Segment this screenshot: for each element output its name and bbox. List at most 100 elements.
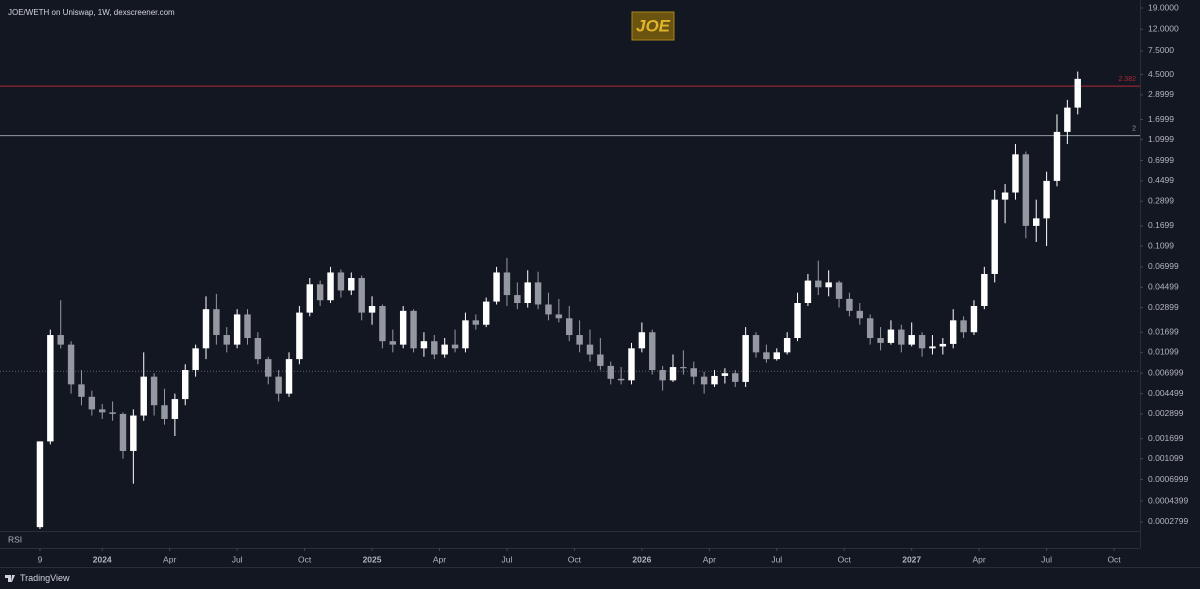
candle-body [524,282,531,304]
x-tick-label: Oct [838,554,852,564]
candle-body [711,375,718,385]
candle-body [36,441,44,528]
candle-body [431,341,438,355]
candle-body [887,329,895,343]
candle-body [368,305,376,313]
candle-body [960,320,967,333]
candle-body [1022,154,1030,226]
y-tick-label: 0.006999 [1148,367,1184,377]
x-tick-label: 9 [38,554,43,564]
y-tick-label: 0.04499 [1148,282,1179,292]
candle-body [628,348,635,381]
candle-body [327,272,334,301]
candle-body [898,329,905,345]
y-tick-label: 0.1099 [1148,240,1174,250]
candle-body [1012,154,1019,193]
y-tick-label: 2.8999 [1148,89,1174,99]
candle-body [244,314,251,339]
y-tick-label: 0.0004399 [1148,495,1188,505]
y-tick-label: 0.01699 [1148,327,1179,337]
candle-body [721,373,729,376]
plot-area: 2.382 2 [0,71,1140,530]
x-tick-label: Apr [703,554,716,564]
candle-body [67,344,75,385]
candle-body [150,376,158,406]
x-tick-label: 2027 [902,554,921,564]
x-tick-label: Jul [502,554,513,564]
watermark-box [631,11,675,41]
y-tick-label: 0.001699 [1148,433,1184,443]
candle-body [275,376,282,394]
candle-body [835,282,843,299]
brand-logo [5,575,15,582]
y-tick-label: 4.5000 [1148,69,1174,79]
candle-body [939,343,947,347]
watermark-text: JOE [636,16,671,35]
candle-body [607,365,614,379]
x-tick-label: Apr [163,554,176,564]
candle-body [493,272,500,302]
candle-body [825,282,832,288]
x-tick-label: 2026 [632,554,651,564]
candle-body [763,352,770,360]
y-tick-label: 0.6999 [1148,155,1174,165]
candle-body [752,335,760,353]
y-tick-label: 0.01099 [1148,347,1179,357]
candle-body [1064,107,1071,132]
candle-body [856,310,864,319]
candle-body [78,384,85,397]
x-tick-label: Oct [298,554,312,564]
candle-body [316,284,324,301]
y-tick-label: 19.0000 [1148,2,1179,12]
candle-body [47,335,54,442]
candle-body [99,409,106,413]
watermark: JOE [631,11,675,41]
candle-body [265,359,272,377]
candle-body [1043,180,1050,219]
candle-body [970,305,978,333]
chart-title: JOE/WETH on Uniswap, 1W, dexscreener.com [8,8,175,17]
x-tick-label: Oct [568,554,582,564]
y-tick-label: 7.5000 [1148,45,1174,55]
x-tick-label: 2025 [363,554,382,564]
candle-body [337,272,345,291]
y-tick-label: 1.6999 [1148,114,1174,124]
candle-body [649,332,656,371]
candle-body [358,278,365,313]
y-tick-label: 0.1699 [1148,220,1174,230]
brand-text: TradingView [20,573,70,583]
candle-body [161,405,168,419]
x-tick-label: Jul [771,554,782,564]
y-tick-label: 0.2899 [1148,195,1174,205]
candle-body [503,272,511,296]
candle-body [130,415,137,451]
y-tick-label: 0.06999 [1148,261,1179,271]
candle-body [410,310,417,349]
candle-body [213,309,220,336]
candle-body [949,320,957,344]
candle-body [669,367,677,381]
pane-label: RSI [8,534,22,544]
candle-body [514,295,521,304]
y-tick-label: 0.004499 [1148,388,1184,398]
candle-body [285,359,293,394]
x-tick-label: Apr [973,554,986,564]
candle-body [451,344,459,349]
candle-body [866,318,874,339]
candle-body [348,278,355,291]
x-tick-label: Jul [232,554,243,564]
level-label: 2.382 [1118,76,1136,83]
candle-body [1053,131,1061,181]
candle-body [1074,78,1081,108]
candle-body [732,373,739,382]
candle-body [680,367,687,369]
candle-body [815,280,822,288]
candle-body [171,399,179,419]
candle-body [742,335,749,382]
candle-body [700,376,708,385]
x-tick-label: Oct [1107,554,1121,564]
candle-body [1033,218,1040,226]
